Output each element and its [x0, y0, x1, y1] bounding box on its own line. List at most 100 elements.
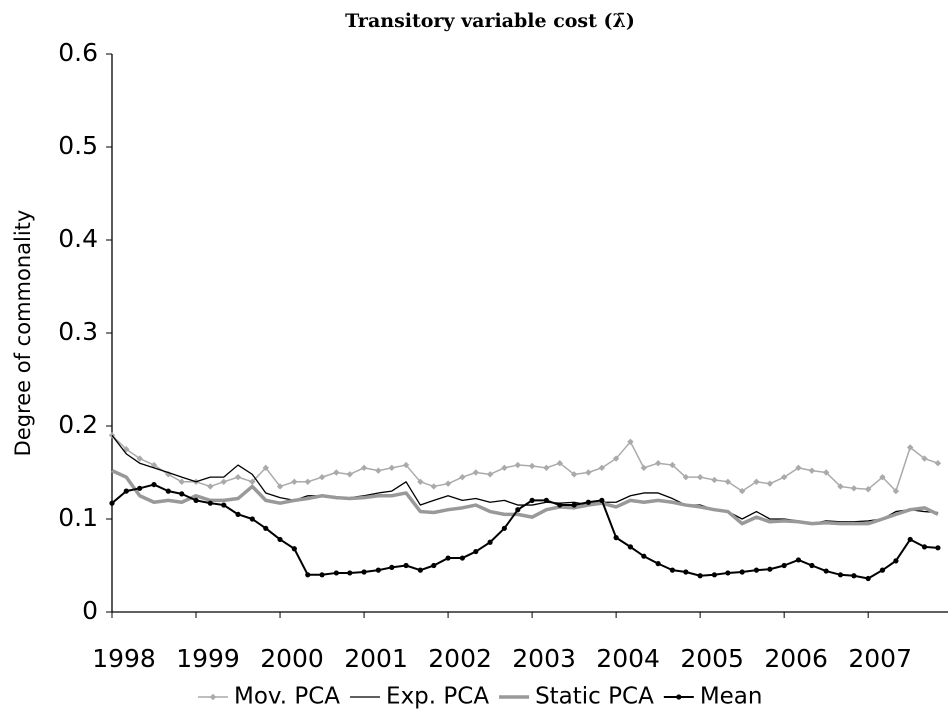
point — [697, 573, 703, 579]
legend-label: Mov. PCA — [234, 684, 340, 710]
point — [319, 572, 325, 578]
point — [907, 536, 913, 543]
point — [263, 525, 269, 531]
point — [669, 461, 676, 469]
x-tick-label: 2007 — [848, 644, 912, 673]
point — [795, 464, 802, 472]
point — [543, 464, 550, 472]
point — [501, 464, 508, 472]
point — [556, 460, 564, 467]
point — [514, 461, 522, 469]
point — [676, 694, 682, 700]
point — [304, 478, 311, 485]
point — [209, 693, 217, 701]
point — [472, 469, 480, 476]
x-tick-label: 1998 — [92, 644, 156, 673]
point — [613, 535, 619, 541]
x-tick-label: 2004 — [596, 644, 660, 673]
point — [725, 570, 731, 576]
point — [318, 473, 326, 481]
y-axis-label: Degree of commonality — [11, 210, 35, 457]
point — [165, 488, 171, 494]
x-tick-label: 2006 — [764, 644, 828, 673]
point — [921, 455, 928, 462]
point — [486, 471, 494, 478]
point — [683, 569, 689, 575]
point — [403, 562, 409, 569]
point — [612, 455, 620, 462]
point — [207, 483, 214, 490]
x-tick-label: 2000 — [260, 644, 324, 673]
point — [640, 464, 648, 472]
legend: Mov. PCA Exp. PCA Static PCA Mean — [198, 684, 762, 710]
point — [850, 485, 858, 492]
point — [823, 568, 829, 574]
y-tick-label: 0.4 — [58, 224, 98, 253]
line — [111, 434, 938, 525]
point — [851, 573, 857, 579]
point — [837, 483, 844, 490]
point — [753, 567, 760, 573]
point — [682, 473, 690, 481]
point — [249, 478, 256, 485]
point — [389, 564, 395, 570]
series — [108, 432, 942, 495]
point — [767, 566, 773, 572]
point — [234, 473, 242, 481]
series — [109, 481, 941, 582]
point — [346, 471, 353, 478]
line — [111, 469, 939, 526]
point — [935, 545, 941, 551]
point — [123, 488, 129, 494]
point — [780, 473, 788, 481]
point — [585, 469, 592, 476]
point — [277, 536, 283, 543]
y-tick-label: 0 — [82, 596, 98, 625]
point — [543, 497, 549, 503]
point — [402, 461, 410, 469]
point — [669, 567, 676, 573]
point — [430, 483, 437, 490]
chart-title: Transitory variable cost (λ̄) — [345, 10, 635, 32]
point — [585, 499, 591, 505]
point — [459, 473, 466, 481]
point — [865, 575, 871, 582]
x-tick-label: 2002 — [428, 644, 492, 673]
point — [781, 562, 787, 569]
point — [459, 555, 465, 561]
point — [501, 525, 507, 531]
point — [655, 561, 661, 567]
point — [739, 569, 745, 575]
point — [137, 485, 143, 491]
point — [220, 478, 227, 485]
point — [375, 467, 382, 474]
y-tick-label: 0.2 — [58, 410, 98, 439]
point — [528, 462, 536, 470]
legend-label: Static PCA — [535, 684, 654, 710]
y-tick-label: 0.5 — [58, 131, 98, 160]
point — [249, 516, 255, 522]
point — [641, 553, 647, 559]
point — [515, 507, 521, 513]
legend-label: Exp. PCA — [386, 684, 489, 710]
point — [417, 478, 424, 485]
point — [529, 497, 535, 503]
y-tick-label: 0.3 — [58, 317, 98, 346]
point — [333, 570, 339, 576]
point — [473, 548, 479, 555]
point — [879, 473, 886, 481]
point — [808, 467, 816, 474]
point — [696, 473, 704, 481]
x-tick-label: 2003 — [512, 644, 576, 673]
point — [431, 562, 437, 569]
point — [598, 464, 606, 472]
point — [822, 469, 830, 476]
point — [388, 464, 395, 472]
point — [305, 572, 311, 578]
point — [333, 469, 340, 476]
y-tick-label: 0.1 — [58, 503, 98, 532]
point — [179, 491, 185, 497]
point — [795, 557, 802, 563]
y-tick-label: 0.6 — [58, 38, 98, 67]
point — [753, 478, 760, 485]
